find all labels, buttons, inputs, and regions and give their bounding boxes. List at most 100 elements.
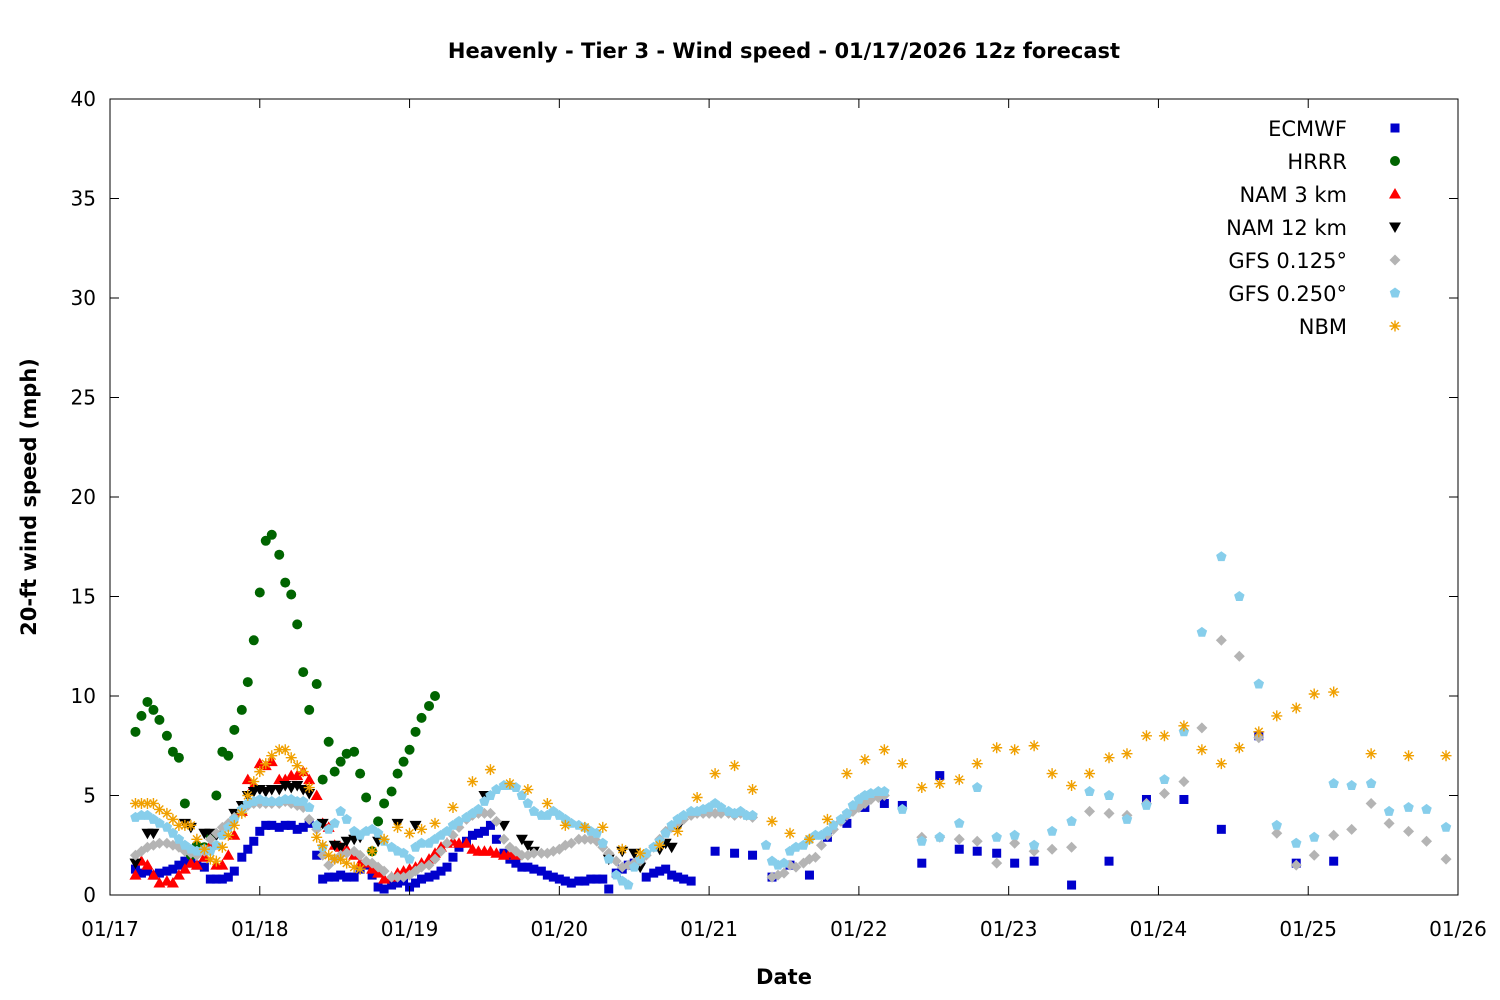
data-point (641, 872, 651, 882)
data-point (162, 866, 172, 876)
data-point (286, 589, 297, 600)
data-point (935, 771, 945, 781)
data-point (879, 786, 890, 796)
data-point (378, 865, 390, 877)
data-point (747, 784, 759, 796)
data-point (442, 862, 452, 872)
data-point (1104, 856, 1114, 866)
data-point (1233, 650, 1245, 662)
data-point (729, 760, 741, 772)
data-point (236, 807, 248, 819)
data-point (1103, 807, 1115, 819)
data-point (667, 870, 677, 880)
data-point (185, 819, 197, 831)
data-point (416, 837, 427, 848)
data-point (317, 774, 328, 785)
data-point (410, 726, 421, 737)
data-point (661, 864, 671, 874)
data-point (161, 821, 173, 832)
data-point (467, 830, 477, 840)
data-point (228, 829, 241, 840)
data-point (303, 801, 315, 812)
data-point (953, 833, 965, 845)
data-point (934, 831, 945, 842)
data-point (174, 860, 184, 870)
data-point (1308, 831, 1320, 842)
data-point (1271, 819, 1282, 830)
data-point (311, 679, 322, 690)
data-point (991, 831, 1002, 842)
data-point (485, 820, 495, 830)
data-point (597, 837, 608, 848)
data-point (523, 862, 533, 872)
data-point (1421, 803, 1432, 814)
data-point (243, 844, 253, 854)
data-point (1403, 750, 1415, 762)
x-tick-label: 01/24 (1130, 917, 1188, 941)
data-point (715, 801, 727, 812)
x-tick-label: 01/21 (680, 917, 738, 941)
data-point (586, 874, 596, 884)
x-tick-label: 01/18 (231, 917, 289, 941)
legend-label: NBM (1299, 315, 1347, 339)
data-point (329, 853, 341, 865)
data-point (237, 852, 247, 862)
data-point (1440, 750, 1452, 762)
data-point (266, 795, 277, 806)
data-point (515, 834, 528, 846)
data-point (173, 833, 185, 844)
data-point (386, 786, 397, 797)
data-point (129, 797, 141, 809)
data-point (1403, 801, 1414, 812)
data-point (505, 854, 515, 864)
data-point (393, 878, 403, 888)
data-point (349, 746, 360, 757)
data-point (404, 744, 415, 755)
data-point (424, 872, 434, 882)
data-point (1179, 794, 1189, 804)
data-point (916, 835, 928, 846)
y-tick-label: 30 (71, 286, 96, 310)
data-point (541, 797, 553, 809)
data-point (329, 817, 340, 828)
data-point (316, 818, 329, 830)
data-point (291, 781, 304, 792)
data-point (511, 858, 521, 868)
data-point (1328, 829, 1340, 841)
data-point (991, 742, 1003, 754)
data-point (1178, 720, 1190, 732)
data-point (654, 839, 666, 851)
data-point (971, 782, 983, 792)
data-point (1328, 778, 1339, 789)
data-point (404, 853, 415, 864)
data-point (1271, 710, 1283, 722)
data-point (1383, 817, 1395, 829)
data-point (373, 882, 383, 892)
data-point (954, 817, 965, 828)
data-point (528, 805, 540, 816)
data-point (297, 766, 309, 778)
data-point (180, 856, 190, 866)
data-point (168, 864, 178, 874)
data-point (297, 795, 309, 806)
data-point (409, 820, 422, 832)
data-point (1216, 824, 1226, 834)
data-point (342, 872, 352, 882)
data-point (623, 879, 634, 890)
data-point (730, 848, 740, 858)
data-point (491, 784, 502, 794)
data-point (136, 868, 146, 878)
data-point (859, 754, 871, 766)
data-point (934, 778, 946, 790)
legend-label: GFS 0.250° (1228, 282, 1347, 306)
data-point (167, 813, 179, 825)
data-point (298, 667, 309, 678)
data-point (1328, 686, 1340, 698)
data-point (691, 791, 703, 803)
data-point (310, 789, 323, 800)
data-point (416, 823, 428, 835)
data-point (298, 822, 308, 832)
data-point (778, 867, 790, 879)
data-point (348, 861, 360, 873)
data-point (355, 768, 366, 779)
